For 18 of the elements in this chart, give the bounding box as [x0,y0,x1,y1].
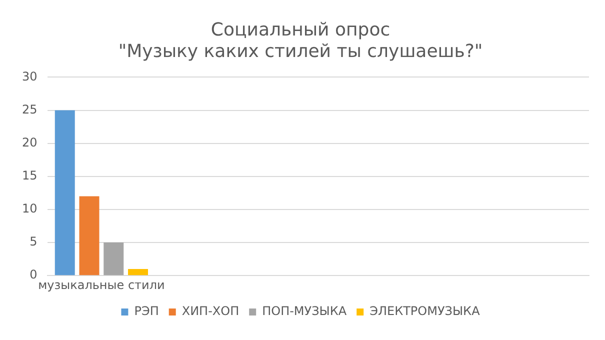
y-tick-label: 25 [22,102,38,116]
y-tick-label: 5 [30,234,38,249]
bar [104,242,124,276]
legend-label: ЭЛЕКТРОМУЗЫКА [370,304,481,318]
bar [54,110,75,276]
chart-subtitle: "Музыку каких стилей ты слушаешь?" [118,41,483,62]
legend-label: ПОП-МУЗЫКА [262,304,348,318]
y-tick-label: 30 [22,69,38,84]
chart-title: Социальный опрос [210,19,390,40]
y-tick-label: 20 [22,135,38,150]
y-tick-label: 0 [30,268,38,282]
bar [79,196,100,276]
bar [128,268,148,276]
x-tick-label: музыкальные стили [38,278,165,292]
y-tick-label: 10 [22,202,38,216]
legend-label: РЭП [134,304,159,318]
y-tick-label: 15 [22,168,38,183]
legend-label: ХИП-ХОП [182,304,240,318]
